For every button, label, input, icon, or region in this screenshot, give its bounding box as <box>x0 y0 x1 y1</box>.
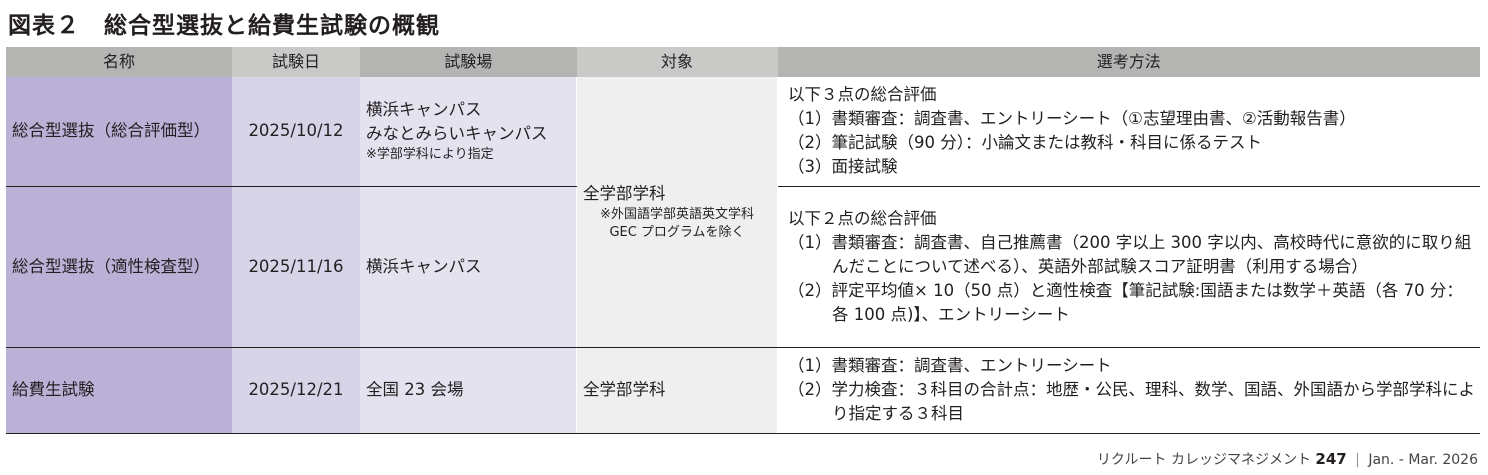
venue-line: 横浜キャンパス <box>366 256 482 276</box>
page-footer: リクルート カレッジマネジメント 247 | Jan. - Mar. 2026 <box>1097 449 1478 469</box>
row-target-shared: 全学部学科 ※外国語学部英語英文学科 GEC プログラムを除く <box>576 77 778 348</box>
comparison-table: 名称 試験日 試験場 対象 選考方法 総合型選抜（総合評価型） 2025/10/… <box>6 47 1480 434</box>
venue-line: 全国 23 会場 <box>366 380 464 399</box>
table-row: 総合型選抜（適性検査型） 2025/11/16 横浜キャンパス 以下２点の総合評… <box>6 186 1480 348</box>
table-row: 給費生試験 2025/12/21 全国 23 会場 全学部学科 （1）書類審査：… <box>6 347 1480 434</box>
row-venue: 横浜キャンパス <box>360 186 577 348</box>
method-intro: 以下３点の総合評価 <box>788 85 937 105</box>
row-method: 以下２点の総合評価 （1）書類審査：調査書、自己推薦書（200 字以上 300 … <box>777 186 1480 348</box>
target-note: GEC プログラムを除く <box>609 224 745 240</box>
issue-number: 247 <box>1315 450 1347 468</box>
row-name: 総合型選抜（総合評価型） <box>6 77 232 187</box>
row-venue: 横浜キャンパス みなとみらいキャンパス ※学部学科により指定 <box>360 77 577 187</box>
row-method: 以下３点の総合評価 （1）書類審査：調査書、エントリーシート（①志望理由書、②活… <box>777 77 1480 187</box>
row-target: 全学部学科 <box>576 347 778 434</box>
method-item: （3）面接試験 <box>788 157 898 177</box>
header-row: 名称 試験日 試験場 対象 選考方法 <box>6 47 1480 77</box>
issue-date: Jan. - Mar. 2026 <box>1368 452 1478 468</box>
header-target: 対象 <box>576 47 778 77</box>
table-row: 総合型選抜（総合評価型） 2025/10/12 横浜キャンパス みなとみらいキャ… <box>6 77 1480 348</box>
venue-line: 横浜キャンパス <box>366 100 482 120</box>
header-venue: 試験場 <box>360 47 577 77</box>
publication-name: リクルート カレッジマネジメント <box>1096 452 1311 468</box>
header-method: 選考方法 <box>777 47 1480 77</box>
method-item: （2）筆記試験（90 分）：小論文または教科・科目に係るテスト <box>788 133 1262 153</box>
target-text: 全学部学科 <box>583 183 666 203</box>
target-note: ※外国語学部英語英文学科 <box>600 206 754 222</box>
row-name: 給費生試験 <box>6 347 232 434</box>
row-name: 総合型選抜（適性検査型） <box>6 186 232 348</box>
row-venue: 全国 23 会場 <box>360 347 577 434</box>
footer-separator: | <box>1355 452 1360 468</box>
header-date: 試験日 <box>232 47 360 77</box>
row-date: 2025/12/21 <box>232 347 360 434</box>
venue-note: ※学部学科により指定 <box>366 147 494 163</box>
header-name: 名称 <box>6 47 232 77</box>
method-item: （1）書類審査：調査書、自己推薦書（200 字以上 300 字以内、高校時代に意… <box>788 232 1472 276</box>
method-item: （1）書類審査：調査書、エントリーシート（①志望理由書、②活動報告書） <box>788 109 1356 129</box>
method-item: （2）評定平均値× 10（50 点）と適性検査【筆記試験:国語または数学＋英語（… <box>788 280 1463 324</box>
row-method: （1）書類審査：調査書、エントリーシート （2）学力検査：３科目の合計点：地歴・… <box>777 347 1480 434</box>
row-date: 2025/10/12 <box>232 77 360 187</box>
method-item: （1）書類審査：調査書、エントリーシート <box>788 356 1112 375</box>
figure-title: 図表２ 総合型選抜と給費生試験の概観 <box>8 13 440 39</box>
venue-line: みなとみらいキャンパス <box>366 124 548 144</box>
row-date: 2025/11/16 <box>232 186 360 348</box>
method-item: （2）学力検査：３科目の合計点：地歴・公民、理科、数学、国語、外国語から学部学科… <box>788 380 1475 423</box>
method-intro: 以下２点の総合評価 <box>788 208 937 228</box>
